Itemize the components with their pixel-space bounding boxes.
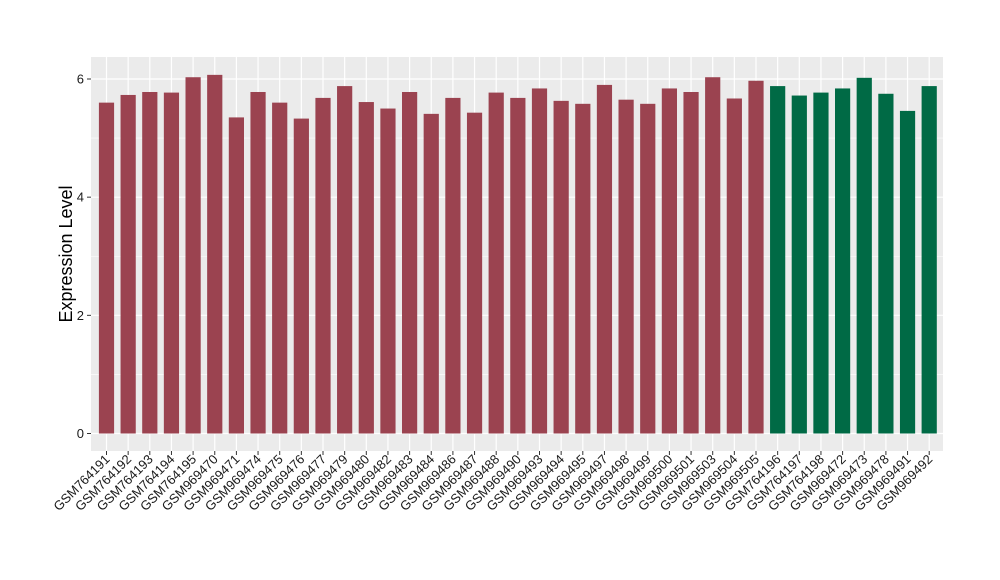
bar-GSM969478	[878, 93, 894, 434]
bar-GSM969486	[445, 97, 461, 434]
bar-GSM969471	[228, 117, 244, 434]
bar-GSM764192	[120, 94, 136, 434]
bars	[98, 74, 937, 434]
bar-GSM969494	[553, 100, 569, 434]
y-axis-title: Expression Level	[56, 185, 76, 322]
bar-GSM969487	[466, 112, 483, 434]
bar-GSM969492	[921, 86, 937, 434]
x-axis: GSM764191GSM764192GSM764193GSM764194GSM7…	[50, 451, 935, 514]
bar-GSM764198	[813, 92, 829, 434]
bar-GSM969477	[315, 97, 331, 434]
bar-GSM969480	[358, 102, 374, 434]
bar-GSM969503	[705, 77, 721, 434]
bar-GSM969499	[640, 103, 656, 434]
bar-GSM969482	[380, 108, 396, 434]
bar-GSM969505	[748, 80, 764, 434]
bar-GSM764195	[185, 77, 201, 434]
bar-GSM969497	[596, 84, 613, 434]
bar-GSM969475	[272, 102, 288, 434]
bar-GSM969495	[575, 103, 591, 434]
bar-GSM969501	[683, 91, 699, 434]
bar-GSM969474	[250, 91, 266, 434]
y-tick-label: 4	[77, 190, 84, 205]
y-tick-label: 6	[77, 72, 84, 87]
y-tick-label: 0	[77, 426, 84, 441]
bar-GSM969470	[207, 74, 223, 434]
bar-GSM969483	[402, 91, 418, 434]
bar-GSM969493	[531, 88, 548, 434]
bar-GSM764191	[98, 102, 115, 434]
bar-GSM969504	[726, 98, 742, 434]
bar-GSM969479	[337, 86, 353, 434]
bar-GSM969491	[899, 110, 916, 434]
bar-GSM764196	[770, 86, 786, 434]
y-tick-label: 2	[77, 308, 84, 323]
bar-GSM969488	[488, 92, 504, 434]
bar-GSM764193	[142, 91, 158, 434]
bar-GSM969473	[856, 77, 872, 434]
bar-GSM969476	[293, 118, 309, 434]
bar-GSM969484	[423, 113, 439, 434]
bar-GSM764197	[791, 95, 807, 434]
bar-GSM969490	[510, 97, 526, 434]
y-axis: 0 2 4 6	[77, 72, 91, 441]
bar-GSM969472	[835, 88, 851, 434]
bar-GSM969500	[661, 88, 677, 434]
bar-GSM969498	[618, 99, 634, 434]
bar-GSM764194	[163, 92, 180, 434]
